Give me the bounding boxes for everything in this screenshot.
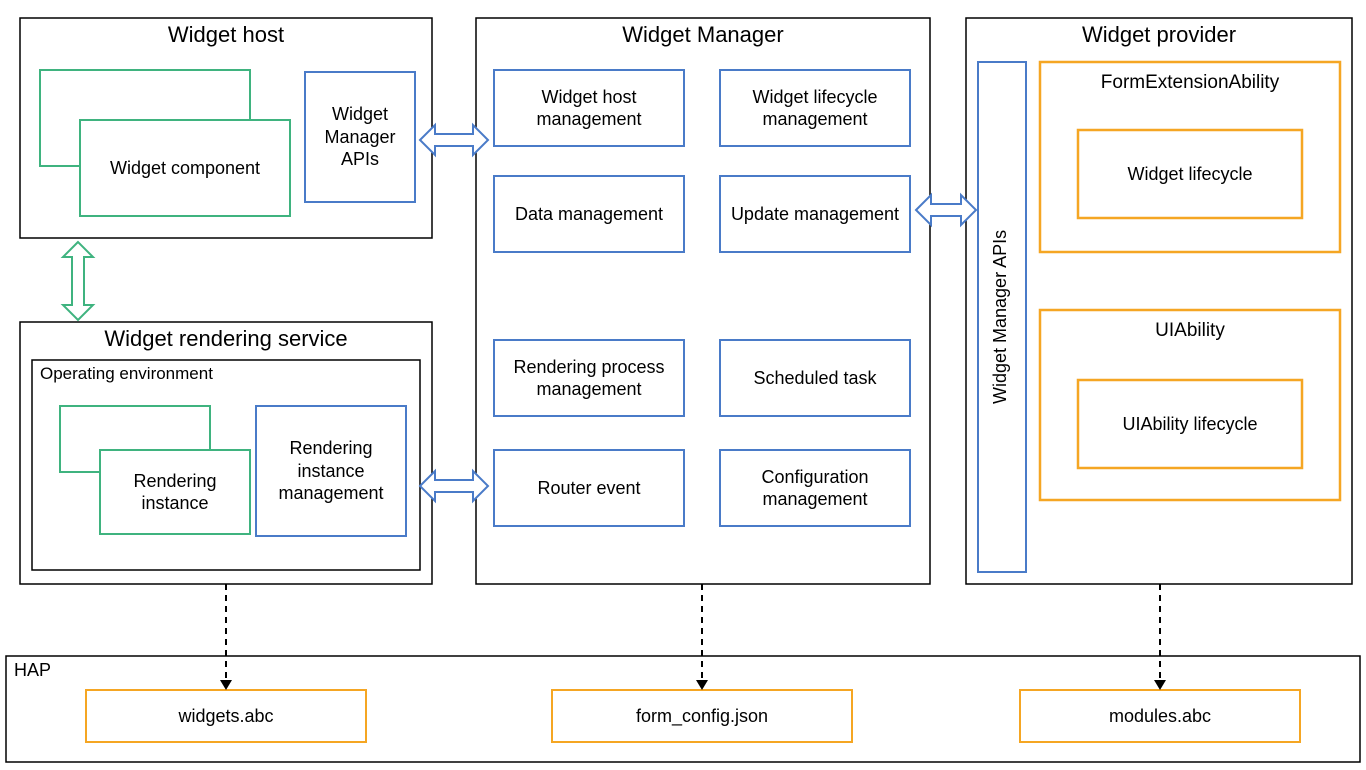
wm-render_proc-label: Rendering process management [494,356,684,401]
hap-modules_abc-label: modules.abc [1109,705,1211,728]
form-extension-ability-title: FormExtensionAbility [1040,72,1340,94]
rendering-instance-management: Rendering instance management [256,406,406,536]
uiability-lifecycle-label: UIAbility lifecycle [1122,413,1257,436]
wm-update_mgmt: Update management [720,176,910,252]
wm-scheduled: Scheduled task [720,340,910,416]
operating-environment-title: Operating environment [40,364,412,384]
hap-widgets_abc-label: widgets.abc [178,705,273,728]
hap-form_config-label: form_config.json [636,705,768,728]
uiability-lifecycle: UIAbility lifecycle [1078,380,1302,468]
widget-lifecycle: Widget lifecycle [1078,130,1302,218]
wm-update_mgmt-label: Update management [731,203,899,226]
hap-form_config: form_config.json [552,690,852,742]
wm-data_mgmt: Data management [494,176,684,252]
hap-widgets_abc: widgets.abc [86,690,366,742]
widget-manager-apis-host-label: Widget Manager APIs [305,103,415,171]
rendering-instance: Rendering instance [100,450,250,534]
wm-config: Configuration management [720,450,910,526]
wm-config-label: Configuration management [720,466,910,511]
widget-provider-title: Widget provider [966,22,1352,48]
wm-host_mgmt: Widget host management [494,70,684,146]
wm-router-label: Router event [537,477,640,500]
widget-component: Widget component [80,120,290,216]
widget-manager-apis-host: Widget Manager APIs [305,72,415,202]
wm-router: Router event [494,450,684,526]
rendering-instance-label: Rendering instance [100,470,250,515]
wm-lifecycle: Widget lifecycle management [720,70,910,146]
wm-host_mgmt-label: Widget host management [494,86,684,131]
hap-modules_abc: modules.abc [1020,690,1300,742]
arrow-host-to-mgr [420,125,488,155]
arrow-render-to-mgr [420,471,488,501]
widget-rendering-service-title: Widget rendering service [20,326,432,352]
wm-scheduled-label: Scheduled task [753,367,876,390]
hap-title: HAP [14,660,51,681]
wm-render_proc: Rendering process management [494,340,684,416]
widget-host-title: Widget host [20,22,432,48]
widget-lifecycle-label: Widget lifecycle [1127,163,1252,186]
arrow-host-to-render [63,242,93,320]
rendering-instance-management-label: Rendering instance management [256,437,406,505]
widget-manager-apis-provider: Widget Manager APIs [990,182,1011,452]
widget-component-label: Widget component [110,157,260,180]
ui-ability-title: UIAbility [1040,320,1340,342]
wm-lifecycle-label: Widget lifecycle management [720,86,910,131]
widget-manager-title: Widget Manager [476,22,930,48]
wm-data_mgmt-label: Data management [515,203,663,226]
